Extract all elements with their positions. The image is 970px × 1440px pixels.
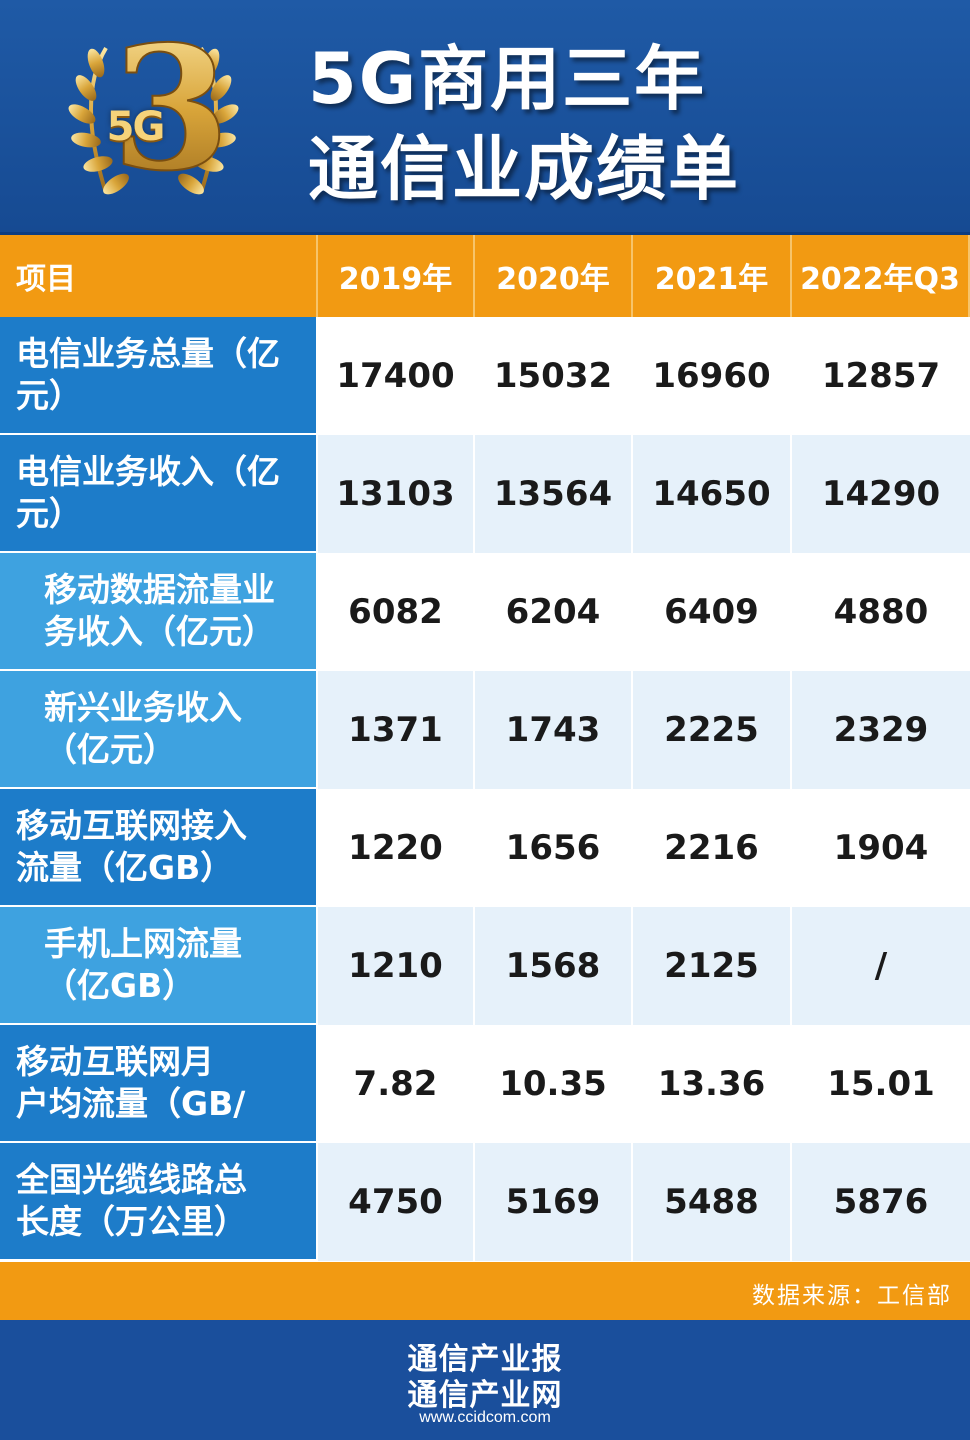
- table-cell: 2216: [633, 789, 792, 907]
- column-header: 2019年: [318, 235, 475, 317]
- row-label-line: 流量（亿GB）: [16, 848, 234, 887]
- row-label-line: 元）: [16, 376, 82, 415]
- table-cell: 6409: [633, 553, 792, 671]
- row-label-line: 移动数据流量业: [44, 570, 275, 609]
- table-header-row: 项目 2019年 2020年 2021年 2022年Q3: [0, 235, 970, 317]
- table-cell: 12857: [792, 317, 970, 435]
- row-label: 全国光缆线路总 长度（万公里）: [0, 1143, 318, 1261]
- table-cell: 1743: [475, 671, 633, 789]
- table-cell: 7.82: [318, 1025, 475, 1143]
- row-label-line: 长度（万公里）: [16, 1202, 247, 1241]
- table-cell: 1210: [318, 907, 475, 1025]
- row-label-line: 电信业务收入（亿: [16, 452, 280, 491]
- row-label-line: （亿元）: [44, 730, 176, 769]
- header-divider: [0, 232, 970, 235]
- table-cell: 13103: [318, 435, 475, 553]
- table-row: 移动数据流量业 务收入（亿元） 6082 6204 6409 4880: [0, 553, 970, 671]
- row-label: 移动互联网接入 流量（亿GB）: [0, 789, 318, 907]
- row-label: 移动互联网月 户均流量（GB/: [0, 1025, 318, 1143]
- column-header: 2020年: [475, 235, 633, 317]
- row-label-line: 元）: [16, 494, 82, 533]
- svg-text:3: 3: [112, 18, 230, 209]
- row-label-line: （亿GB）: [44, 966, 196, 1005]
- column-header: 2021年: [633, 235, 792, 317]
- row-label: 电信业务总量（亿 元）: [0, 317, 318, 435]
- row-label-line: 移动互联网月: [16, 1042, 214, 1081]
- table-cell: 10.35: [475, 1025, 633, 1143]
- table-cell: 5876: [792, 1143, 970, 1261]
- table-row: 新兴业务收入 （亿元） 1371 1743 2225 2329: [0, 671, 970, 789]
- table-cell: 13564: [475, 435, 633, 553]
- title-line-2: 通信业成绩单: [308, 128, 740, 210]
- table-cell: 1656: [475, 789, 633, 907]
- brand-url: www.ccidcom.com: [419, 1409, 551, 1426]
- table-row: 电信业务收入（亿 元） 13103 13564 14650 14290: [0, 435, 970, 553]
- table-cell: 2225: [633, 671, 792, 789]
- table-cell: 15.01: [792, 1025, 970, 1143]
- row-label: 新兴业务收入 （亿元）: [0, 671, 318, 789]
- table-cell: 14650: [633, 435, 792, 553]
- laurel-badge-logo: 3: [68, 18, 239, 210]
- table-row: 全国光缆线路总 长度（万公里） 4750 5169 5488 5876: [0, 1143, 970, 1261]
- table-cell: 5488: [633, 1143, 792, 1261]
- table-cell: 17400: [318, 317, 475, 435]
- row-label: 移动数据流量业 务收入（亿元）: [0, 553, 318, 671]
- table-cell: 1220: [318, 789, 475, 907]
- table-row: 手机上网流量 （亿GB） 1210 1568 2125 /: [0, 907, 970, 1025]
- table-cell: 16960: [633, 317, 792, 435]
- table-cell: 2125: [633, 907, 792, 1025]
- row-label-line: 移动互联网接入: [16, 806, 247, 845]
- table-row: 移动互联网接入 流量（亿GB） 1220 1656 2216 1904: [0, 789, 970, 907]
- data-source-note: 数据来源：工信部: [752, 1283, 952, 1309]
- table-cell: 1371: [318, 671, 475, 789]
- column-header: 项目: [0, 235, 318, 317]
- logo-5g-text: 5G: [106, 104, 166, 150]
- row-label-line: 全国光缆线路总: [16, 1160, 247, 1199]
- table-cell: /: [792, 907, 970, 1025]
- table-row: 电信业务总量（亿 元） 17400 15032 16960 12857: [0, 317, 970, 435]
- footer-brand: 通信产业报 通信产业网 www.ccidcom.com: [0, 1320, 970, 1440]
- page-title: 5G商用三年 通信业成绩单: [308, 34, 740, 214]
- row-label-line: 新兴业务收入: [44, 688, 242, 727]
- title-line-1: 5G商用三年: [308, 38, 707, 120]
- row-label: 手机上网流量 （亿GB）: [0, 907, 318, 1025]
- row-label-line: 务收入（亿元）: [44, 612, 275, 651]
- table-cell: 15032: [475, 317, 633, 435]
- row-label-line: 电信业务总量（亿: [16, 334, 280, 373]
- column-header: 2022年Q3: [792, 235, 970, 317]
- table-cell: 14290: [792, 435, 970, 553]
- row-label-line: 户均流量（GB/: [16, 1084, 246, 1123]
- table-cell: 1904: [792, 789, 970, 907]
- table-cell: 6204: [475, 553, 633, 671]
- table-cell: 1568: [475, 907, 633, 1025]
- row-label-line: 手机上网流量: [44, 924, 242, 963]
- table-cell: 5169: [475, 1143, 633, 1261]
- table-row: 移动互联网月 户均流量（GB/ 7.82 10.35 13.36 15.01: [0, 1025, 970, 1143]
- row-label: 电信业务收入（亿 元）: [0, 435, 318, 553]
- table-cell: 4750: [318, 1143, 475, 1261]
- table-cell: 6082: [318, 553, 475, 671]
- table-cell: 13.36: [633, 1025, 792, 1143]
- header-banner: 3 5G 5G商用三年 通信业成绩单: [0, 0, 970, 235]
- table-cell: 4880: [792, 553, 970, 671]
- table-cell: 2329: [792, 671, 970, 789]
- brand-name-newspaper: 通信产业报: [407, 1342, 563, 1377]
- brand-name-website: 通信产业网: [407, 1378, 563, 1413]
- source-bar: 数据来源：工信部: [0, 1262, 970, 1320]
